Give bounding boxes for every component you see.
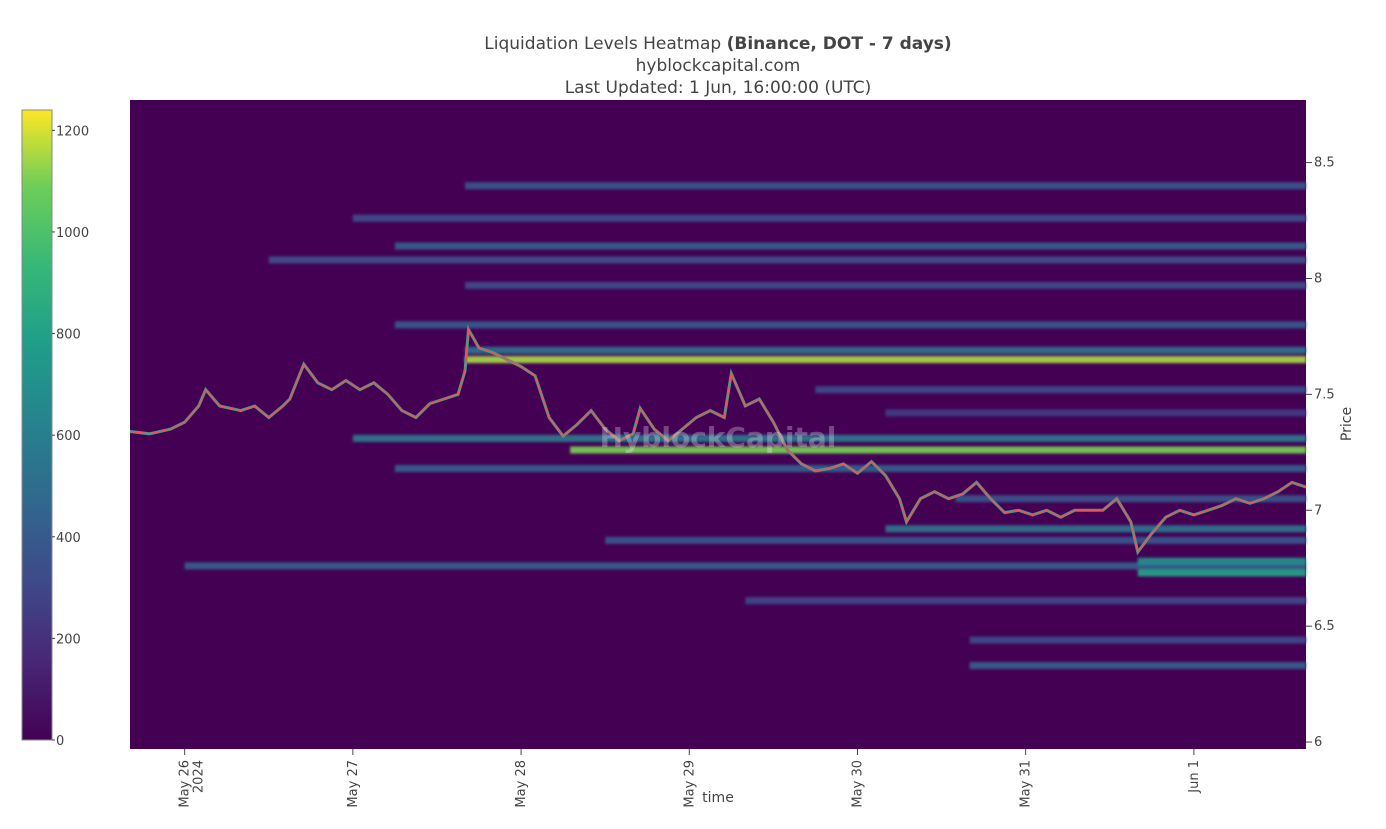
colorbar-tick-label: 0 — [56, 734, 64, 749]
colorbar — [21, 109, 53, 741]
x-axis-ticks: May 26 2024 May 27 May 28 May 29 May 30 May 31… — [178, 749, 1202, 808]
heat-band — [1137, 557, 1306, 565]
heat-band — [352, 214, 1306, 222]
y-axis-label: Price — [1339, 407, 1355, 441]
heat-band — [570, 446, 1306, 454]
heat-band — [1137, 569, 1306, 577]
heat-band — [969, 636, 1306, 644]
heat-band — [394, 321, 1306, 329]
heat-band — [464, 346, 1307, 354]
price-series-down — [129, 326, 1307, 554]
y-tick-label: 6 — [1314, 735, 1322, 750]
x-tick-label: May 30 — [850, 760, 865, 808]
watermark: HyblockCapital — [600, 421, 837, 454]
heat-band — [184, 562, 1307, 570]
heat-band — [605, 536, 1306, 544]
x-tick-label: Jun 1 — [1187, 760, 1202, 794]
y-tick-label: 6.5 — [1314, 619, 1335, 634]
colorbar-tick-label: 400 — [56, 531, 81, 546]
heat-band — [352, 434, 1306, 442]
y-tick-label: 7 — [1314, 503, 1322, 518]
x-tick-label: May 31 — [1019, 760, 1034, 808]
heat-band — [464, 356, 1307, 364]
colorbar-tick-label: 1000 — [56, 226, 89, 241]
x-tick-label: May 27 — [346, 760, 361, 808]
heat-band — [955, 495, 1306, 503]
heat-band — [745, 597, 1306, 605]
y-tick-label: 8.5 — [1314, 156, 1335, 171]
heat-band — [885, 409, 1306, 417]
y-axis-ticks: 6 6.5 7 7.5 8 8.5 — [1306, 156, 1335, 750]
x-tick-label-year: 2024 — [192, 760, 207, 793]
x-tick-label: May 28 — [514, 760, 529, 808]
y-tick-label: 7.5 — [1314, 387, 1335, 402]
colorbar-tick-label: 1200 — [56, 124, 89, 139]
price-line — [129, 324, 1307, 556]
colorbar-tick-label: 200 — [56, 632, 81, 647]
colorbar-tick-label: 600 — [56, 429, 81, 444]
heat-band — [885, 525, 1306, 533]
x-axis-label: time — [702, 790, 734, 806]
colorbar-ticks: 0 200 400 600 800 1000 1200 — [52, 124, 89, 749]
chart-subtitle: hyblockcapital.com — [635, 56, 801, 76]
x-tick-label: May 29 — [682, 760, 697, 808]
chart-title: Liquidation Levels Heatmap (Binance, DOT… — [130, 33, 1306, 99]
heat-band — [268, 256, 1307, 264]
heat-band — [464, 182, 1307, 190]
heat-band — [464, 281, 1307, 289]
heat-band — [394, 242, 1306, 250]
colorbar-tick-label: 800 — [56, 328, 81, 343]
heat-band — [815, 386, 1306, 394]
x-tick-label: May 26 — [178, 760, 193, 808]
last-updated: Last Updated: 1 Jun, 16:00:00 (UTC) — [564, 78, 872, 98]
chart-title-line1: Liquidation Levels Heatmap (Binance, DOT… — [484, 34, 952, 54]
heat-band — [969, 662, 1306, 670]
y-tick-label: 8 — [1314, 271, 1322, 286]
